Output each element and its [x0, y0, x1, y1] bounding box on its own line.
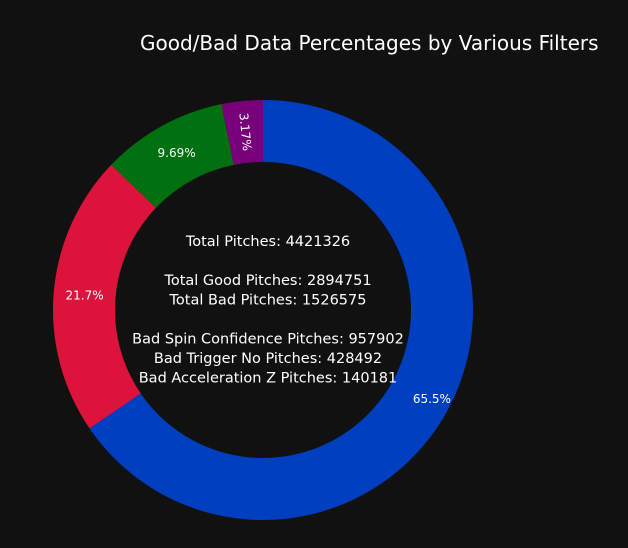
slice-label-2: 21.7%	[66, 288, 104, 302]
center-line-8: Bad Acceleration Z Pitches: 140181	[139, 370, 398, 386]
donut-slice-3	[111, 104, 234, 208]
center-line-4: Total Bad Pitches: 1526575	[169, 292, 367, 308]
center-line-3: Total Good Pitches: 2894751	[163, 273, 371, 289]
center-annotation: Total Pitches: 4421326 Total Good Pitches…	[132, 234, 404, 387]
center-line-6: Bad Spin Confidence Pitches: 957902	[132, 331, 404, 347]
donut-slices	[52, 100, 474, 520]
slice-label-4: 3.17%	[236, 112, 254, 151]
donut-slice-1	[89, 100, 474, 520]
donut-slice-4	[221, 100, 263, 165]
donut-slice-2	[52, 164, 156, 429]
slice-label-3: 9.69%	[158, 146, 196, 160]
center-line-7: Bad Trigger No Pitches: 428492	[154, 351, 382, 367]
slice-label-1: 65.5%	[413, 392, 451, 406]
slice-labels: 65.5% 21.7% 9.69% 3.17%	[66, 112, 451, 406]
center-line-1: Total Pitches: 4421326	[185, 234, 350, 250]
chart-title: Good/Bad Data Percentages by Various Fil…	[140, 31, 599, 55]
